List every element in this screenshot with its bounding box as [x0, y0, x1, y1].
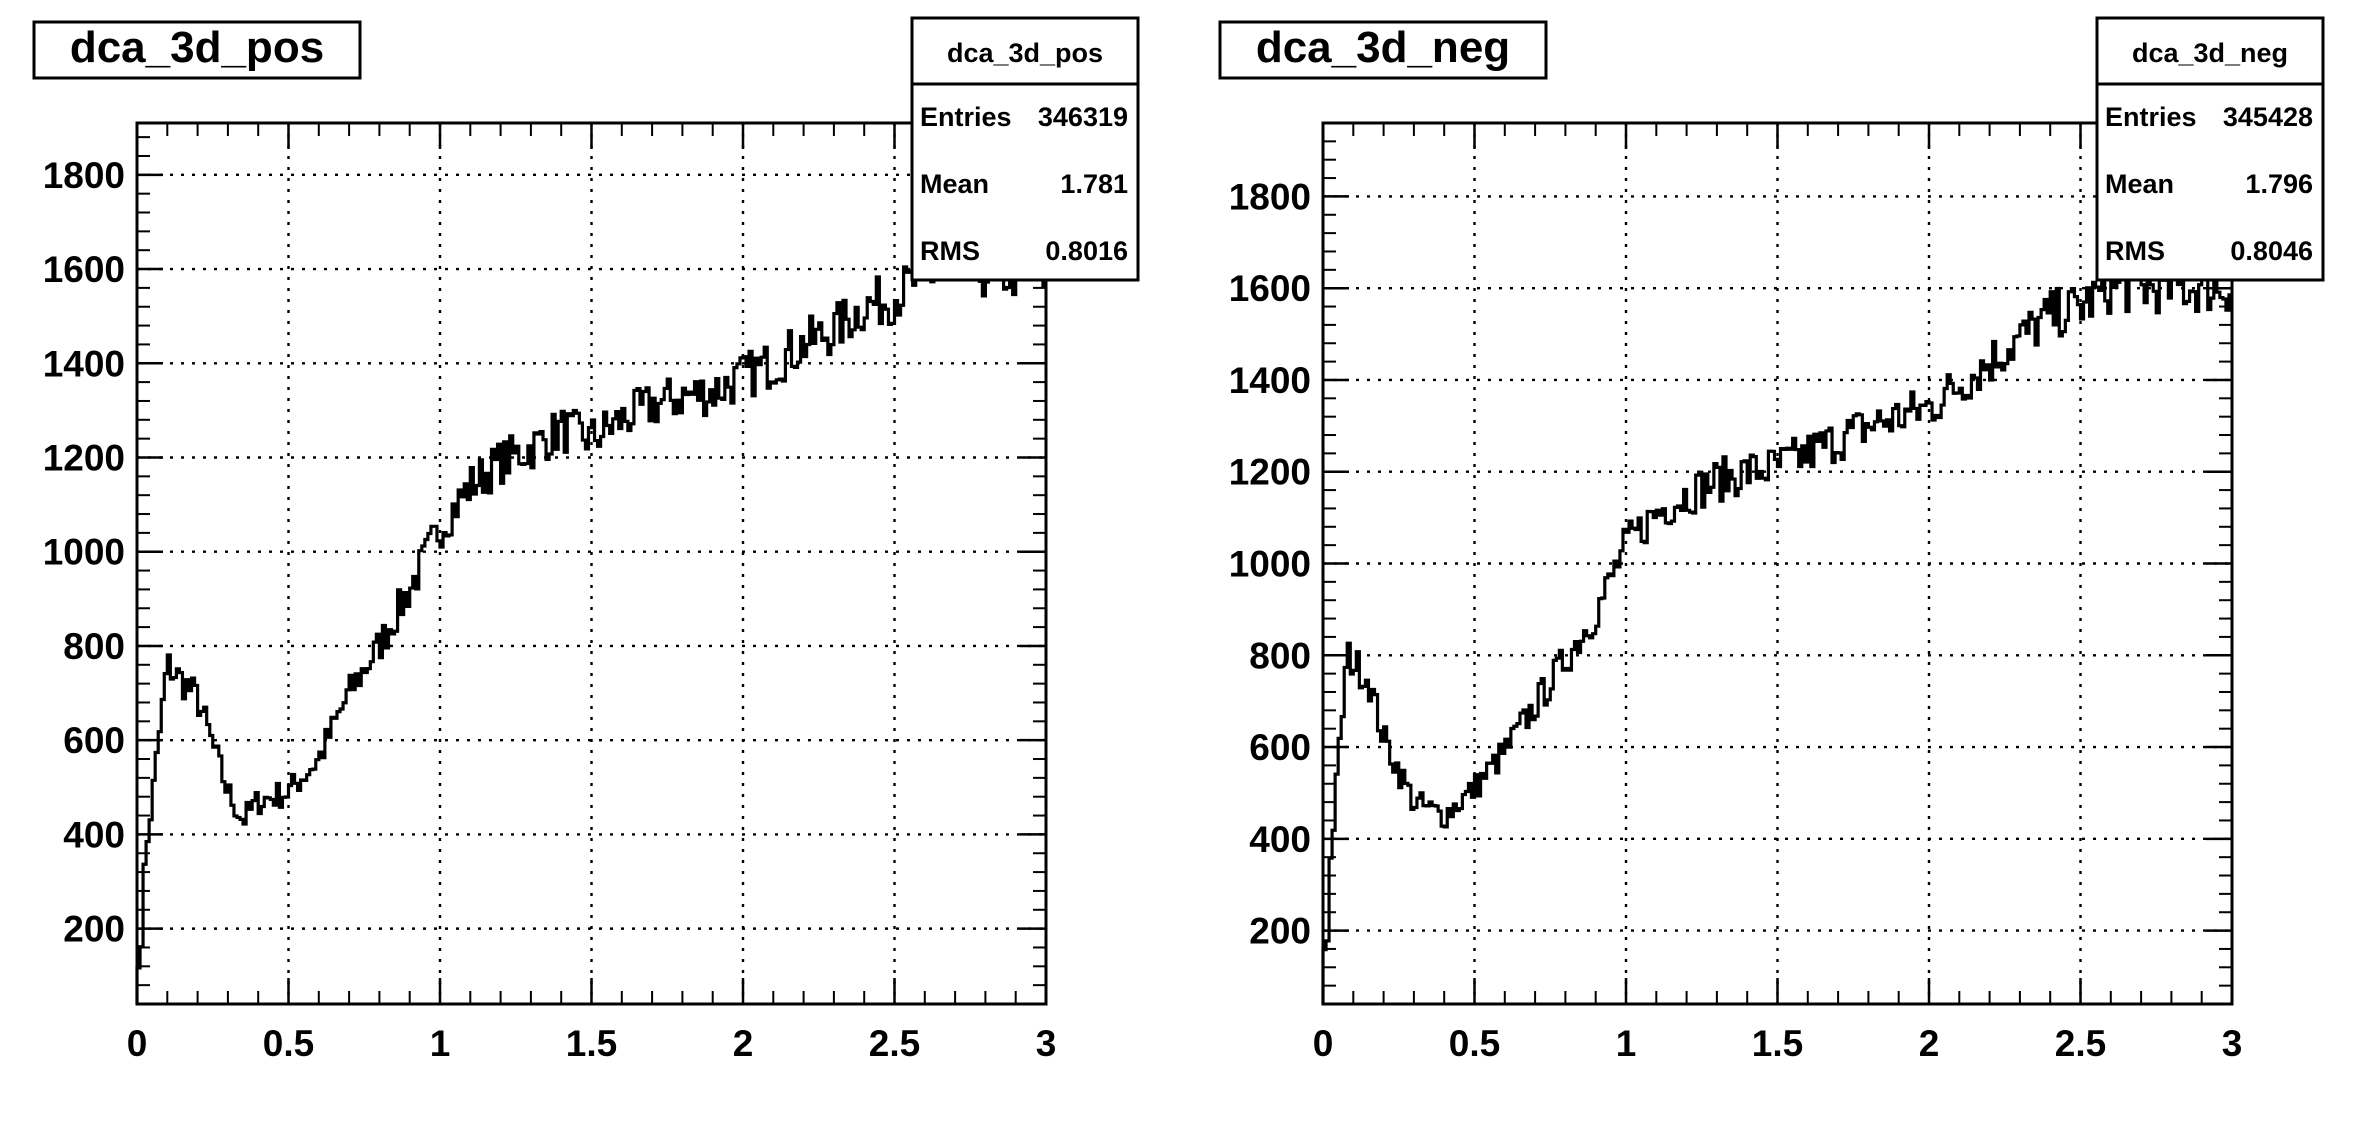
y-tick-label: 800 — [63, 626, 125, 667]
x-tick-label: 3 — [2222, 1023, 2243, 1064]
chart-title: dca_3d_neg — [1256, 23, 1510, 72]
x-tick-label: 2 — [733, 1023, 754, 1064]
x-tick-label: 1.5 — [566, 1023, 617, 1064]
y-tick-label: 800 — [1249, 635, 1311, 676]
x-tick-label: 1.5 — [1752, 1023, 1803, 1064]
x-tick-label: 2.5 — [869, 1023, 920, 1064]
title-box — [32, 20, 362, 80]
x-tick-label: 1 — [430, 1023, 451, 1064]
x-tick-label: 0.5 — [263, 1023, 314, 1064]
y-tick-label: 1600 — [1229, 268, 1311, 309]
y-tick-label: 400 — [63, 814, 125, 855]
stats-entries-value: 346319 — [1038, 102, 1128, 132]
y-tick-label: 600 — [1249, 727, 1311, 768]
stats-box: dca_3d_neg Entries 345428 Mean 1.796 RMS 0.804… — [2095, 16, 2325, 282]
stats-box-frame — [910, 16, 1140, 282]
stats-name: dca_3d_neg — [2132, 38, 2288, 68]
y-tick-label: 400 — [1249, 819, 1311, 860]
stats-mean-label: Mean — [920, 169, 989, 199]
stats-entries-label: Entries — [920, 102, 1012, 132]
stats-entries-value: 345428 — [2223, 102, 2313, 132]
x-tick-label: 1 — [1616, 1023, 1637, 1064]
x-tick-label: 0 — [1313, 1023, 1334, 1064]
stats-mean-value: 1.796 — [2245, 169, 2313, 199]
stats-box-frame — [2095, 16, 2325, 282]
stats-rms-value: 0.8016 — [1045, 236, 1128, 266]
y-tick-label: 1800 — [43, 155, 125, 196]
chart-title: dca_3d_pos — [70, 23, 324, 72]
x-tick-label: 0 — [127, 1023, 148, 1064]
y-tick-label: 1000 — [1229, 544, 1311, 585]
x-tick-label: 0.5 — [1449, 1023, 1500, 1064]
x-tick-label: 2 — [1919, 1023, 1940, 1064]
stats-name: dca_3d_pos — [947, 38, 1103, 68]
stats-rms-label: RMS — [2105, 236, 2165, 266]
y-tick-label: 600 — [63, 720, 125, 761]
chart-panel-1: 0 0.5 1 1.5 2 2.5 3 200 400 600 800 1000 1200 1400 160… — [32, 16, 1140, 1064]
y-tick-label: 200 — [63, 909, 125, 950]
y-tick-label: 1200 — [43, 437, 125, 478]
title-box — [1218, 20, 1548, 80]
y-tick-label: 1400 — [1229, 360, 1311, 401]
x-tick-label: 2.5 — [2055, 1023, 2106, 1064]
stats-mean-label: Mean — [2105, 169, 2174, 199]
stats-rms-label: RMS — [920, 236, 980, 266]
histogram-line — [1321, 261, 2232, 1004]
y-tick-label: 1000 — [43, 532, 125, 573]
x-tick-label: 3 — [1036, 1023, 1057, 1064]
y-tick-label: 200 — [1249, 911, 1311, 952]
stats-mean-value: 1.781 — [1060, 169, 1128, 199]
stats-rms-value: 0.8046 — [2230, 236, 2313, 266]
stats-box: dca_3d_pos Entries 346319 Mean 1.781 RMS 0.801… — [910, 16, 1140, 282]
y-tick-label: 1400 — [43, 343, 125, 384]
histogram-line — [135, 246, 1046, 1004]
y-tick-label: 1600 — [43, 249, 125, 290]
y-tick-label: 1200 — [1229, 452, 1311, 493]
chart-panel-2: 0 0.5 1 1.5 2 2.5 3 200 400 600 800 1000 1200 1400 160… — [1218, 16, 2325, 1064]
stats-entries-label: Entries — [2105, 102, 2197, 132]
y-tick-label: 1800 — [1229, 176, 1311, 217]
